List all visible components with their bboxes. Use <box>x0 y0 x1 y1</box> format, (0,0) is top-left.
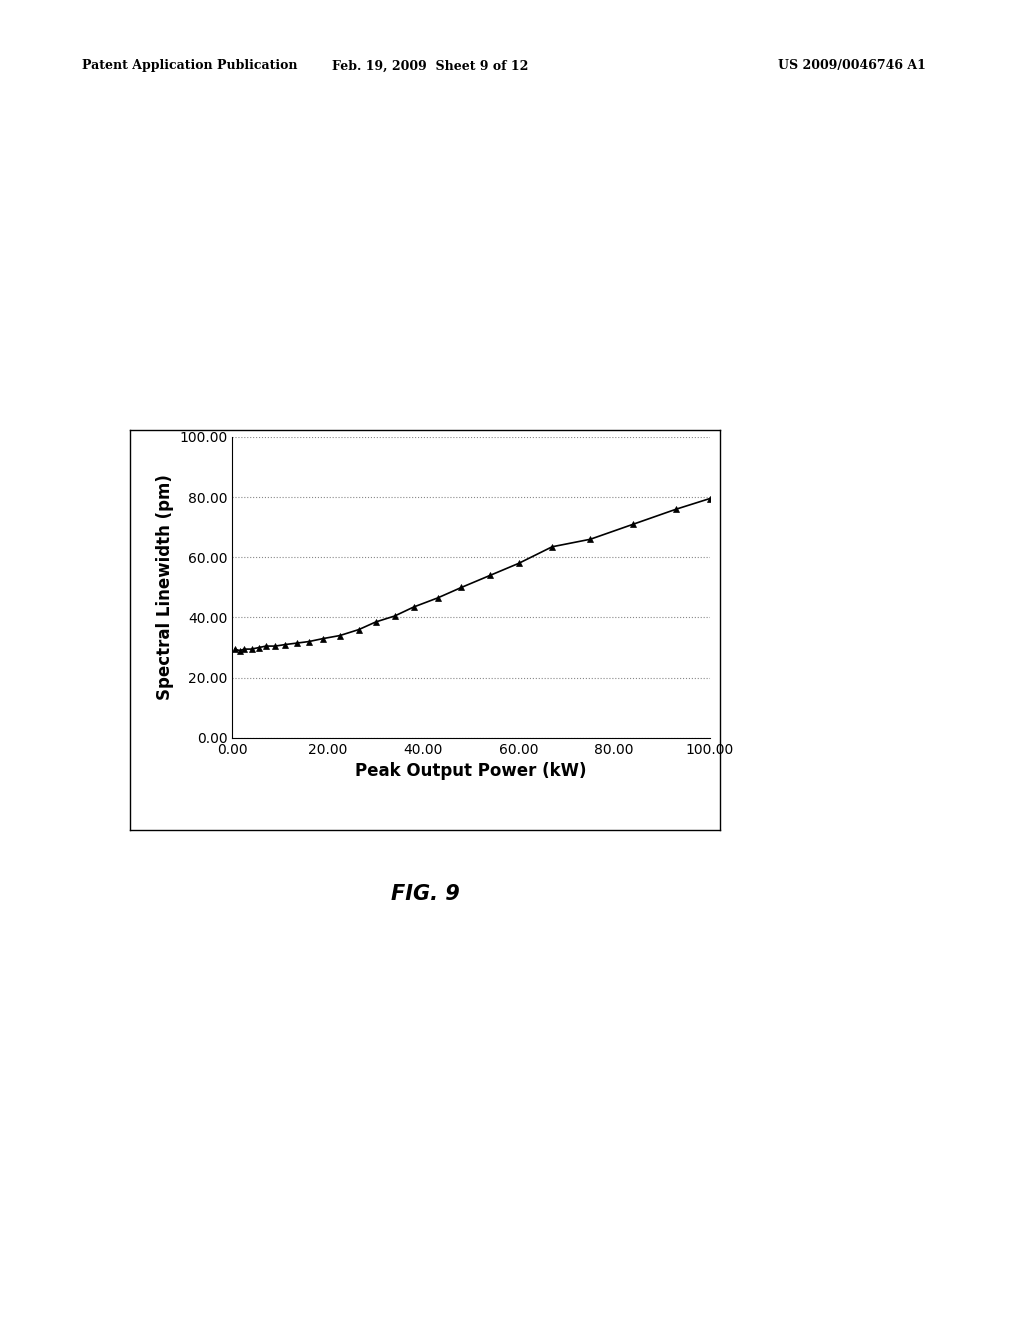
Text: Feb. 19, 2009  Sheet 9 of 12: Feb. 19, 2009 Sheet 9 of 12 <box>332 59 528 73</box>
Text: FIG. 9: FIG. 9 <box>390 884 460 904</box>
X-axis label: Peak Output Power (kW): Peak Output Power (kW) <box>355 762 587 780</box>
Text: US 2009/0046746 A1: US 2009/0046746 A1 <box>778 59 926 73</box>
Y-axis label: Spectral Linewidth (pm): Spectral Linewidth (pm) <box>156 474 174 701</box>
Text: Patent Application Publication: Patent Application Publication <box>82 59 297 73</box>
